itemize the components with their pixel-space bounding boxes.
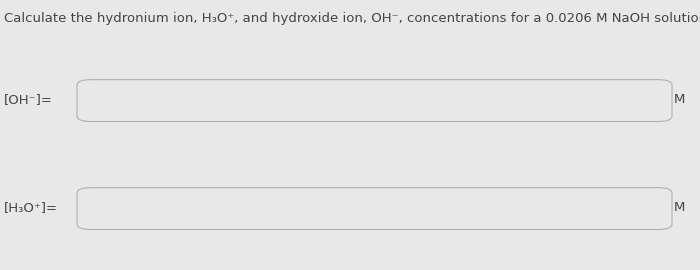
Text: M: M [674, 201, 685, 214]
Text: M: M [674, 93, 685, 106]
Text: Calculate the hydronium ion, H₃O⁺, and hydroxide ion, OH⁻, concentrations for a : Calculate the hydronium ion, H₃O⁺, and h… [4, 12, 700, 25]
Text: [OH⁻]=: [OH⁻]= [4, 93, 52, 106]
Text: [H₃O⁺]=: [H₃O⁺]= [4, 201, 57, 214]
FancyBboxPatch shape [77, 188, 672, 230]
FancyBboxPatch shape [77, 80, 672, 122]
